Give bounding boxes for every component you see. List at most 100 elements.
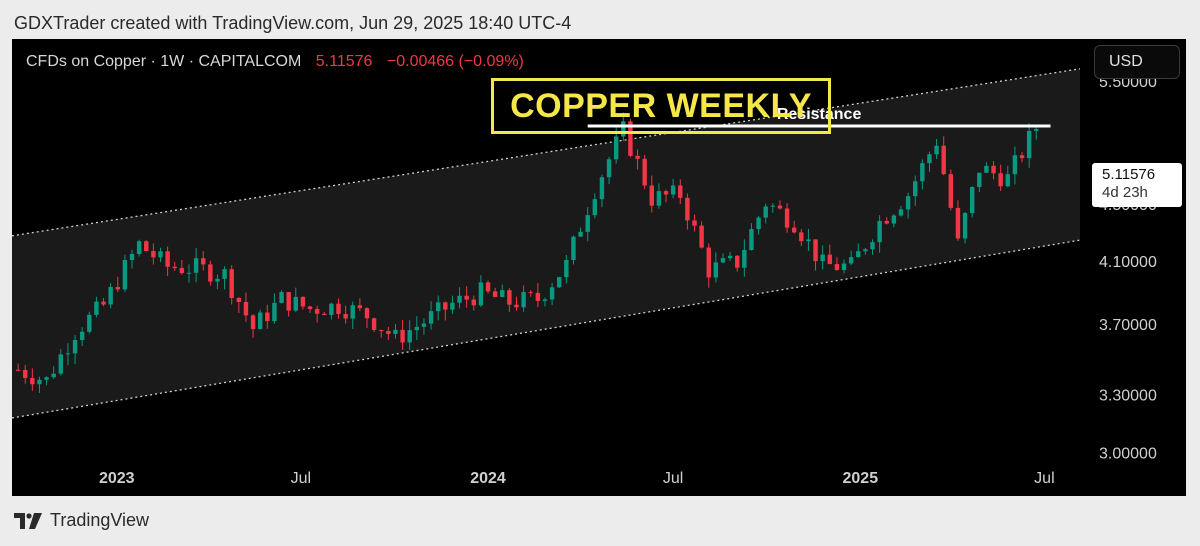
candle-down [201,258,206,265]
channel-lower-line [12,239,1081,419]
tradingview-logo-icon [14,512,42,529]
candle-up [898,209,904,216]
candle-down [165,251,170,267]
candle-down [649,185,654,206]
candle-down [685,197,690,221]
x-tick-label: Jul [291,470,311,487]
price-tag-value: 5.11576 [1102,166,1156,183]
candle-up [122,259,128,290]
candle-up [571,236,576,261]
candle-up [585,215,590,232]
candle-up [962,213,968,239]
candle-down [30,377,35,385]
candle-down [115,287,120,290]
candle-up [421,323,427,327]
candle-down [229,269,234,299]
candle-up [329,303,334,315]
candle-down [998,173,1003,187]
price-channel [12,68,1080,418]
candle-up [222,269,227,279]
candle-down [799,232,804,242]
x-tick-label: Jul [1034,470,1054,487]
candle-down [784,208,790,228]
y-tick-label: 4.10000 [1099,254,1157,271]
candle-up [727,255,733,259]
symbol-header: CFDs on Copper · 1W · CAPITALCOM 5.11576… [26,53,524,71]
candle-up [44,377,49,380]
currency-button[interactable]: USD [1094,45,1180,79]
candle-up [656,191,662,206]
current-price-tag: 5.11576 4d 23h [1092,163,1182,207]
candle-down [813,239,818,262]
candle-down [443,302,448,310]
candle-up [1005,174,1010,187]
candle-down [663,191,669,195]
chart-panel[interactable]: 5.500004.500004.100003.700003.300003.000… [12,39,1186,496]
candle-up [877,220,882,243]
brand-label: TradingView [50,510,150,530]
candle-up [984,165,989,173]
candle-down [343,313,348,319]
candle-up [969,187,975,214]
candle-down [791,227,797,233]
x-tick-label: 2023 [99,470,135,487]
candle-down [699,225,704,248]
candle-down [827,254,832,265]
candle-down [777,205,783,209]
candle-up [863,249,868,252]
candle-down [471,299,476,306]
candle-up [136,241,142,255]
candle-up [72,339,78,354]
candle-down [1019,155,1025,159]
candle-down [507,290,512,305]
resistance-label: Resistance [777,106,862,123]
candle-down [642,158,647,186]
candle-down [485,282,491,292]
candle-up [927,154,932,164]
candle-up [820,254,825,262]
candle-up [749,229,754,250]
candle-up [51,373,56,378]
candle-up [934,145,939,155]
candle-up [158,251,163,258]
candle-down [307,306,313,310]
candle-up [108,287,113,305]
candle-down [314,309,320,314]
candle-up [87,314,92,332]
candle-up [279,292,284,303]
candle-down [144,241,149,252]
candle-down [528,292,533,294]
candle-down [286,292,291,311]
candle-up [720,258,726,263]
candle-up [848,257,854,264]
candle-up [542,299,548,301]
candle-up [713,262,719,278]
candle-up [457,295,462,303]
candle-down [535,292,541,301]
candle-up [257,312,263,330]
candle-up [435,302,441,312]
candle-up [977,172,982,188]
candle-down [400,329,405,343]
candle-up [549,287,555,300]
candle-down [635,155,640,159]
candle-up [350,305,355,319]
candle-up [742,249,747,268]
chart-caption: GDXTrader created with TradingView.com, … [14,13,572,33]
candle-down [955,207,961,239]
footer-brand[interactable]: TradingView [14,510,149,531]
candle-down [735,255,740,268]
candle-down [706,247,711,278]
candle-down [678,185,683,198]
candle-up [272,302,277,322]
candle-down [948,174,954,208]
candle-up [129,254,135,260]
y-tick-label: 3.30000 [1099,387,1157,404]
candle-down [364,308,370,319]
candle-up [564,260,569,278]
candle-down [336,303,341,314]
candle-up [763,206,768,218]
candle-down [834,264,840,271]
candle-down [265,312,270,322]
candle-down [250,315,256,330]
